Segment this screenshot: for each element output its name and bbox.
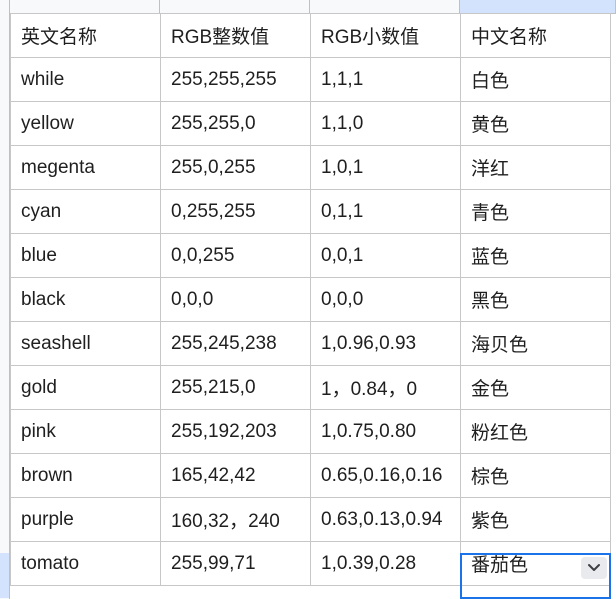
column-header-c[interactable] [310, 0, 460, 13]
cell-english-name[interactable]: seashell [10, 321, 161, 366]
cell-chinese-name[interactable]: 粉红色 [460, 409, 611, 454]
row-header-active[interactable] [0, 553, 9, 598]
table-row: tomato 255,99,71 1,0.39,0.28 番茄色 [10, 541, 611, 586]
cell-rgb-integer[interactable]: 255,245,238 [160, 321, 311, 366]
column-header-d[interactable] [460, 0, 616, 13]
cell-rgb-decimal[interactable]: 1,1,1 [310, 57, 461, 102]
cell-rgb-decimal[interactable]: 0.63,0.13,0.94 [310, 497, 461, 542]
cell-rgb-integer[interactable]: 255,255,0 [160, 101, 311, 146]
cell-rgb-integer[interactable]: 255,99,71 [160, 541, 311, 586]
column-header-a[interactable] [10, 0, 160, 13]
cell-chinese-name[interactable]: 洋红 [460, 145, 611, 190]
cell-chinese-name[interactable]: 紫色 [460, 497, 611, 542]
cell-rgb-integer[interactable]: 255,255,255 [160, 57, 311, 102]
cell-english-name[interactable]: while [10, 57, 161, 102]
header-cell-rgb-decimal[interactable]: RGB小数值 [310, 13, 461, 58]
cell-rgb-decimal[interactable]: 0,0,1 [310, 233, 461, 278]
cell-english-name[interactable]: cyan [10, 189, 161, 234]
cell-dropdown-button[interactable] [581, 557, 607, 579]
column-header-strip [0, 0, 616, 14]
cell-rgb-decimal[interactable]: 1,0.75,0.80 [310, 409, 461, 454]
cell-english-name[interactable]: brown [10, 453, 161, 498]
cell-english-name[interactable]: gold [10, 365, 161, 410]
table-row: seashell 255,245,238 1,0.96,0.93 海贝色 [10, 321, 611, 366]
table-row: yellow 255,255,0 1,1,0 黄色 [10, 101, 611, 146]
cell-english-name[interactable]: yellow [10, 101, 161, 146]
cell-english-name[interactable]: black [10, 277, 161, 322]
cell-rgb-integer[interactable]: 160,32，240 [160, 497, 311, 542]
cell-rgb-integer[interactable]: 0,0,0 [160, 277, 311, 322]
cell-rgb-decimal[interactable]: 0,0,0 [310, 277, 461, 322]
data-table: 英文名称 RGB整数值 RGB小数值 中文名称 while 255,255,255… [10, 13, 611, 586]
cell-rgb-decimal[interactable]: 1,0.96,0.93 [310, 321, 461, 366]
table-row: blue 0,0,255 0,0,1 蓝色 [10, 233, 611, 278]
cell-rgb-decimal[interactable]: 0.65,0.16,0.16 [310, 453, 461, 498]
cell-english-name[interactable]: purple [10, 497, 161, 542]
cell-rgb-decimal[interactable]: 1，0.84，0 [310, 365, 461, 410]
header-cell-chinese-name[interactable]: 中文名称 [460, 13, 611, 58]
cell-chinese-name[interactable]: 黑色 [460, 277, 611, 322]
cell-rgb-decimal[interactable]: 1,0.39,0.28 [310, 541, 461, 586]
table-row: while 255,255,255 1,1,1 白色 [10, 57, 611, 102]
table-row: cyan 0,255,255 0,1,1 青色 [10, 189, 611, 234]
cell-english-name[interactable]: blue [10, 233, 161, 278]
cell-english-name[interactable]: pink [10, 409, 161, 454]
cell-chinese-name[interactable]: 青色 [460, 189, 611, 234]
table-row: black 0,0,0 0,0,0 黑色 [10, 277, 611, 322]
cell-chinese-name[interactable]: 蓝色 [460, 233, 611, 278]
cell-english-name[interactable]: tomato [10, 541, 161, 586]
cell-chinese-name[interactable]: 金色 [460, 365, 611, 410]
cell-rgb-decimal[interactable]: 0,1,1 [310, 189, 461, 234]
cell-rgb-integer[interactable]: 255,192,203 [160, 409, 311, 454]
cell-rgb-integer[interactable]: 255,0,255 [160, 145, 311, 190]
header-cell-rgb-integer[interactable]: RGB整数值 [160, 13, 311, 58]
cell-chinese-name[interactable]: 黄色 [460, 101, 611, 146]
corner-header[interactable] [0, 0, 10, 13]
cell-chinese-name[interactable]: 棕色 [460, 453, 611, 498]
header-row: 英文名称 RGB整数值 RGB小数值 中文名称 [10, 13, 611, 58]
table-row: brown 165,42,42 0.65,0.16,0.16 棕色 [10, 453, 611, 498]
cell-rgb-integer[interactable]: 0,0,255 [160, 233, 311, 278]
row-header-strip [0, 13, 10, 599]
table-row: purple 160,32，240 0.63,0.13,0.94 紫色 [10, 497, 611, 542]
table-row: gold 255,215,0 1，0.84，0 金色 [10, 365, 611, 410]
chevron-down-icon [588, 564, 600, 571]
cell-rgb-integer[interactable]: 0,255,255 [160, 189, 311, 234]
cell-rgb-decimal[interactable]: 1,1,0 [310, 101, 461, 146]
table-row: megenta 255,0,255 1,0,1 洋红 [10, 145, 611, 190]
header-cell-english-name[interactable]: 英文名称 [10, 13, 161, 58]
cell-chinese-name[interactable]: 海贝色 [460, 321, 611, 366]
column-header-b[interactable] [160, 0, 310, 13]
cell-english-name[interactable]: megenta [10, 145, 161, 190]
cell-rgb-integer[interactable]: 165,42,42 [160, 453, 311, 498]
cell-rgb-decimal[interactable]: 1,0,1 [310, 145, 461, 190]
cell-chinese-name[interactable]: 白色 [460, 57, 611, 102]
cell-rgb-integer[interactable]: 255,215,0 [160, 365, 311, 410]
table-row: pink 255,192,203 1,0.75,0.80 粉红色 [10, 409, 611, 454]
